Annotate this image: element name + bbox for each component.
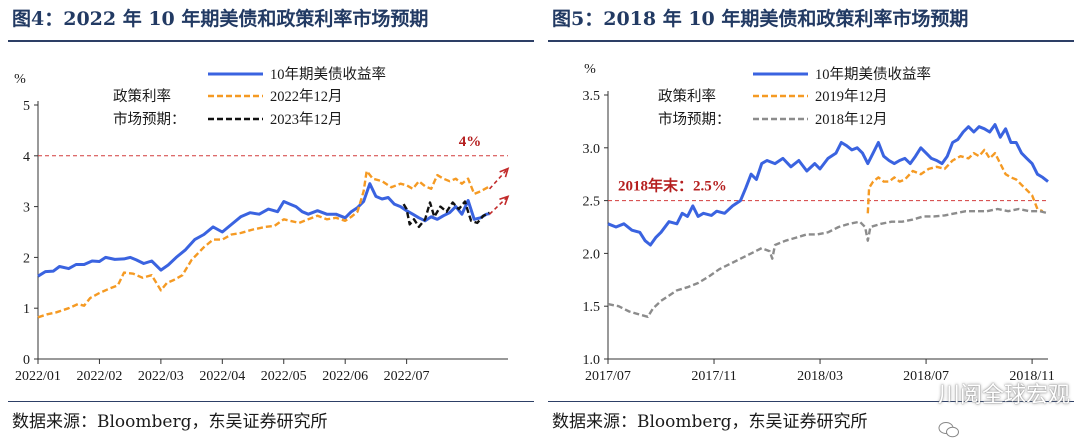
trend-arrow [489,195,509,215]
title-rule [8,40,534,42]
series-line-2 [866,148,1044,214]
legend-group-label: 政策利率 [113,88,171,105]
watermark-text: 川阅全球宏观 [937,383,1070,408]
legend-group-label: 市场预期： [113,111,186,128]
series-line-1 [607,123,1049,247]
legend-label-2: 2022年12月 [270,88,343,105]
trend-arrow-head [499,195,510,206]
figure-4-panel: 图4：2022 年 10 年期美债和政策利率市场预期 % 0 1 2 3 4 5 2022/0… [8,0,534,445]
y-tick-label: 4 [23,150,30,165]
x-tick-label: 2017/07 [585,369,631,384]
series-line-3 [607,207,1049,318]
series-line-3 [402,200,491,229]
figure-4-title: 图4：2022 年 10 年期美债和政策利率市场预期 [12,8,429,30]
series-line-2 [37,169,491,319]
y-tick-label: 1 [23,302,30,317]
source-rule [8,401,534,402]
y-tick-label: 3.5 [583,89,601,104]
figure-5-panel: 图5：2018 年 10 年期美债和政策利率市场预期 % 1.0 1.5 2.0 2.5… [548,0,1074,445]
source-rule [548,401,1074,402]
x-tick-label: 2022/04 [199,369,245,384]
y-tick-label: 3.0 [583,142,601,157]
x-tick-label: 2022/02 [76,369,122,384]
legend-label-2: 2019年12月 [815,88,888,105]
y-tick-label: 3 [23,201,30,216]
x-tick-label: 2018/11 [1009,369,1054,384]
reference-line-label: 2018年末：2.5% [618,177,727,195]
x-tick-label: 2022/03 [138,369,184,384]
y-tick-label: 0 [23,353,30,368]
y-tick-label: 1.5 [583,300,601,315]
series-line-1 [37,182,490,278]
chart-2022: % 0 1 2 3 4 5 2022/01 2022/02 2022/03 2022/04 2022/… [14,66,510,384]
trend-arrow [488,167,509,190]
figure-5-title: 图5：2018 年 10 年期美债和政策利率市场预期 [552,8,969,30]
legend-label-3: 2023年12月 [270,111,343,128]
legend-label-1: 10年期美债收益率 [815,66,931,83]
y-unit-label: % [14,72,26,87]
chart-2018: % 1.0 1.5 2.0 2.5 3.0 3.5 2017/07 2017/11 2018/03… [583,62,1055,384]
wechat-icon [938,422,959,438]
y-tick-label: 2.5 [583,195,601,210]
y-unit-label: % [584,62,596,77]
y-tick-label: 2 [23,251,30,266]
title-rule [548,40,1074,42]
figure-5-source: 数据来源：Bloomberg，东吴证券研究所 [552,412,868,432]
x-tick-label: 2017/11 [691,369,736,384]
legend-label-1: 10年期美债收益率 [270,66,386,83]
legend-label-3: 2018年12月 [815,111,888,128]
legend-group-label: 市场预期： [658,111,731,128]
trend-arrow-head [499,167,510,178]
legend-group-label: 政策利率 [658,88,716,105]
reference-line-label: 4% [459,134,482,150]
y-tick-label: 5 [23,99,30,114]
x-tick-label: 2022/05 [261,369,307,384]
y-tick-label: 2.0 [583,247,601,262]
y-tick-label: 1.0 [583,353,601,368]
x-tick-label: 2018/07 [903,369,949,384]
x-tick-label: 2022/01 [15,369,61,384]
watermark: 川阅全球宏观 [937,377,1070,438]
x-tick-label: 2018/03 [797,369,843,384]
figure-4-source: 数据来源：Bloomberg，东吴证券研究所 [12,412,328,432]
x-tick-label: 2022/06 [322,369,368,384]
x-tick-label: 2022/07 [384,369,430,384]
